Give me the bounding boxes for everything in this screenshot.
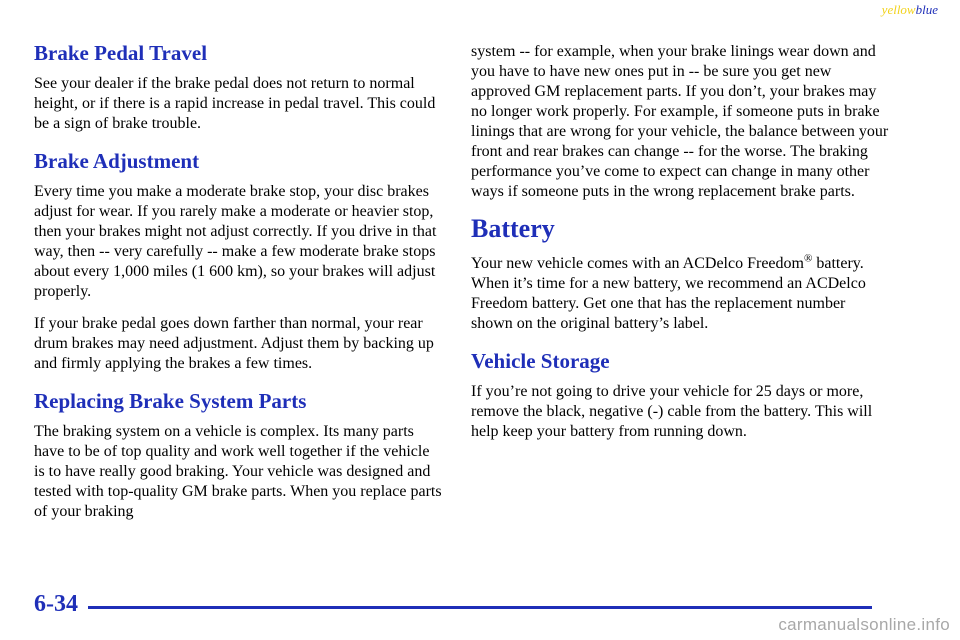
paragraph-replacing-parts: The braking system on a vehicle is compl… — [34, 423, 442, 520]
paragraph-brake-adjustment-2: If your brake pedal goes down farther th… — [34, 315, 434, 372]
battery-text-lead: Your new vehicle comes with an ACDelco F… — [471, 255, 804, 272]
footer-rule — [88, 606, 872, 609]
left-column: Brake Pedal Travel See your dealer if th… — [34, 40, 444, 534]
right-column: system -- for example, when your brake l… — [471, 42, 891, 454]
color-tag-yellow: yellow — [881, 2, 916, 17]
watermark: carmanualsonline.info — [778, 615, 950, 634]
battery-text-rest: battery. When it’s time for a new batter… — [471, 255, 866, 332]
heading-vehicle-storage: Vehicle Storage — [471, 349, 610, 373]
paragraph-battery: Your new vehicle comes with an ACDelco F… — [471, 252, 891, 334]
page-number: 6-34 — [34, 591, 78, 617]
paragraph-brake-adjustment-1: Every time you make a moderate brake sto… — [34, 183, 437, 300]
section-brake-pedal-travel: Brake Pedal Travel See your dealer if th… — [34, 40, 444, 134]
heading-brake-pedal-travel: Brake Pedal Travel — [34, 41, 208, 65]
color-tag-blue: blue — [915, 2, 938, 17]
section-replacing-parts: Replacing Brake System Parts The braking… — [34, 388, 444, 522]
paragraph-continued: system -- for example, when your brake l… — [471, 43, 889, 200]
heading-replacing-parts: Replacing Brake System Parts — [34, 389, 307, 413]
heading-battery: Battery — [471, 214, 555, 243]
color-tag: yellowblue — [882, 2, 938, 18]
paragraph-brake-pedal-travel: See your dealer if the brake pedal does … — [34, 75, 436, 132]
section-brake-adjustment: Brake Adjustment Every time you make a m… — [34, 148, 444, 374]
paragraph-vehicle-storage: If you’re not going to drive your vehicl… — [471, 383, 873, 440]
section-battery: Battery Your new vehicle comes with an A… — [471, 214, 891, 334]
section-vehicle-storage: Vehicle Storage If you’re not going to d… — [471, 348, 891, 442]
heading-brake-adjustment: Brake Adjustment — [34, 149, 200, 173]
registered-mark: ® — [803, 252, 813, 265]
